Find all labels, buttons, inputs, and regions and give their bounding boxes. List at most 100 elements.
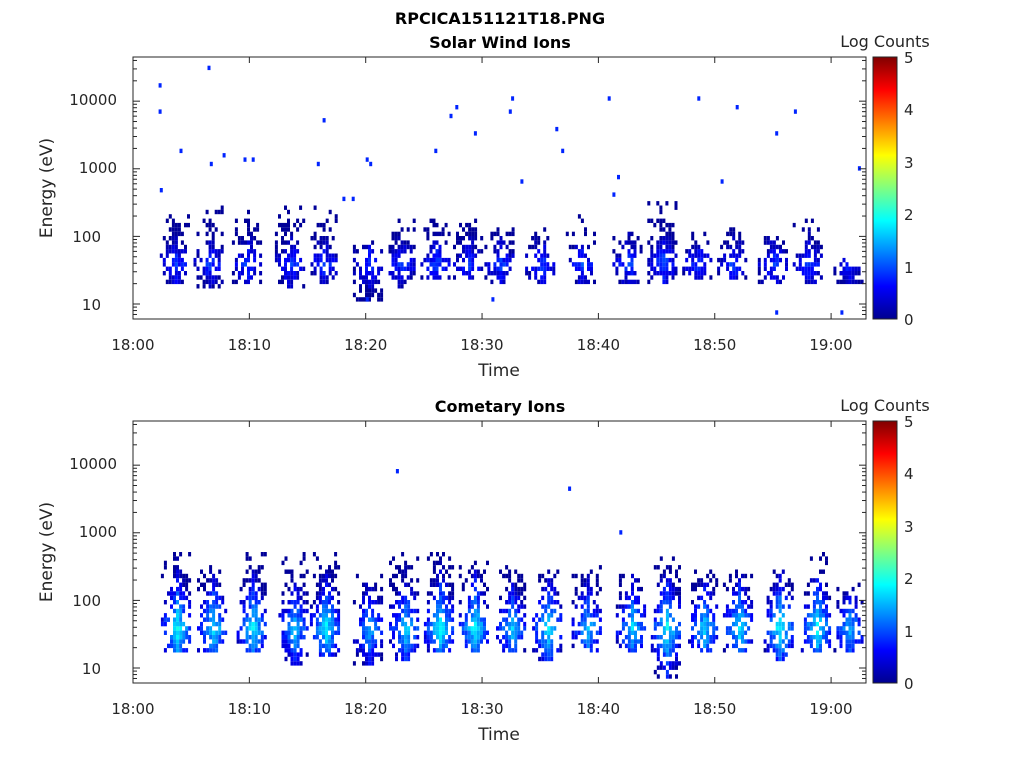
spectrogram-cell (400, 240, 404, 245)
spectrogram-cell (839, 262, 843, 267)
spectrogram-cell (809, 621, 813, 627)
spectrogram-cell (571, 630, 575, 635)
spectrogram-cell (694, 604, 697, 609)
spectrogram-cell (709, 595, 713, 601)
spectrogram-cell (784, 595, 788, 601)
spectrogram-cell (647, 279, 651, 285)
spectrogram-cell (420, 275, 424, 280)
spectrogram-cell (473, 626, 477, 631)
spectrogram-cell (650, 249, 654, 254)
spectrogram-cell (665, 279, 669, 285)
spectrogram-cell (537, 257, 541, 263)
spectrogram-cell (445, 569, 448, 574)
spectrogram-cell (511, 604, 515, 609)
colorbar (872, 56, 898, 320)
spectrogram-cell (290, 266, 294, 271)
spectrogram-cell (429, 582, 433, 587)
spectrogram-cell (728, 578, 732, 583)
spectrogram-cell (220, 205, 224, 210)
spectrogram-cell (468, 271, 472, 276)
spectrogram-cell (778, 648, 782, 653)
spectrogram-cell (251, 621, 255, 627)
spectrogram-cell (397, 284, 401, 289)
spectrogram-cell (247, 253, 250, 258)
spectrogram-cell (374, 643, 378, 649)
spectrogram-cell (163, 600, 167, 605)
spectrogram-cell (368, 292, 371, 298)
spectrogram-cell (470, 635, 474, 640)
spectrogram-cell (176, 626, 179, 631)
spectrogram-cell (637, 608, 640, 614)
spectrogram-cell (205, 209, 209, 215)
spectrogram-cell (274, 257, 278, 263)
spectrogram-cell (404, 608, 408, 614)
spectrogram-cell (541, 652, 545, 657)
spectrogram-cell (374, 279, 378, 285)
spectrogram-cell (587, 257, 590, 263)
spectrogram-cell (810, 266, 814, 271)
spectrogram-cell (250, 244, 253, 250)
spectrogram-cell (299, 635, 303, 640)
spectrogram-cell (675, 626, 678, 631)
spectrogram-cell (678, 595, 681, 601)
spectrogram-cell (302, 608, 306, 614)
spectrogram-cell (795, 266, 799, 271)
spectrogram-cell (442, 635, 445, 640)
spectrogram-cell (631, 639, 634, 644)
spectrogram-cell (248, 617, 252, 622)
spectrogram-cell (747, 613, 751, 618)
spectrogram-cell (782, 275, 785, 280)
spectrogram-cell (656, 271, 660, 276)
spectrogram-cell (179, 617, 183, 622)
spectrogram-cell (468, 257, 472, 263)
spectrogram-cell (848, 266, 852, 271)
spectrogram-cell (322, 271, 326, 276)
spectrogram-cell (816, 227, 820, 232)
spectrogram-cell (328, 621, 331, 627)
spectrogram-cell (790, 621, 794, 627)
spectrogram-cell (287, 643, 291, 649)
spectrogram-cell (398, 613, 401, 618)
spectrogram-cell (508, 249, 512, 254)
spectrogram-cell (630, 266, 634, 271)
spectrogram-cell (310, 236, 314, 241)
spectrogram-cell (435, 249, 439, 254)
spectrogram-cell (218, 613, 222, 618)
spectrogram-cell (537, 240, 541, 245)
spectrogram-cell (499, 257, 503, 263)
spectrogram-cell (782, 249, 785, 254)
spectrogram-cell (177, 222, 181, 228)
spectrogram-cell (462, 227, 465, 232)
spectrogram-cell (318, 586, 322, 592)
spectrogram-cell (162, 271, 166, 276)
spectrogram-cell (825, 617, 828, 622)
spectrogram-cell (302, 600, 306, 605)
spectrogram-cell (631, 591, 634, 596)
spectrogram-cell (179, 582, 183, 587)
spectrogram-cell (595, 630, 599, 635)
spectrogram-cell (848, 643, 852, 649)
spectrogram-cell (254, 621, 258, 627)
spectrogram-cell (624, 643, 628, 649)
spectrogram-cell (221, 639, 225, 644)
spectrogram-cell (374, 275, 378, 280)
spectrogram-cell (574, 586, 578, 592)
spectrogram-cell (250, 240, 253, 245)
spectrogram-cell (675, 630, 678, 635)
spectrogram-cell (541, 639, 545, 644)
spectrogram-cell (559, 617, 563, 622)
spectrogram-cell (439, 582, 442, 587)
spectrogram-cell (404, 648, 408, 653)
spectrogram-cell (779, 257, 782, 263)
spectrogram-cell (775, 253, 779, 258)
spectrogram-cell (517, 591, 521, 596)
spectrogram-cell (709, 648, 713, 653)
spectrogram-cell (416, 626, 420, 631)
spectrogram-cell (299, 560, 303, 566)
spectrogram-cell (842, 600, 846, 605)
spectrogram-cell (315, 608, 319, 614)
spectrogram-cell (697, 253, 701, 258)
spectrogram-cell (365, 635, 368, 640)
spectrogram-cell (209, 630, 213, 635)
spectrogram-cell (409, 257, 413, 263)
